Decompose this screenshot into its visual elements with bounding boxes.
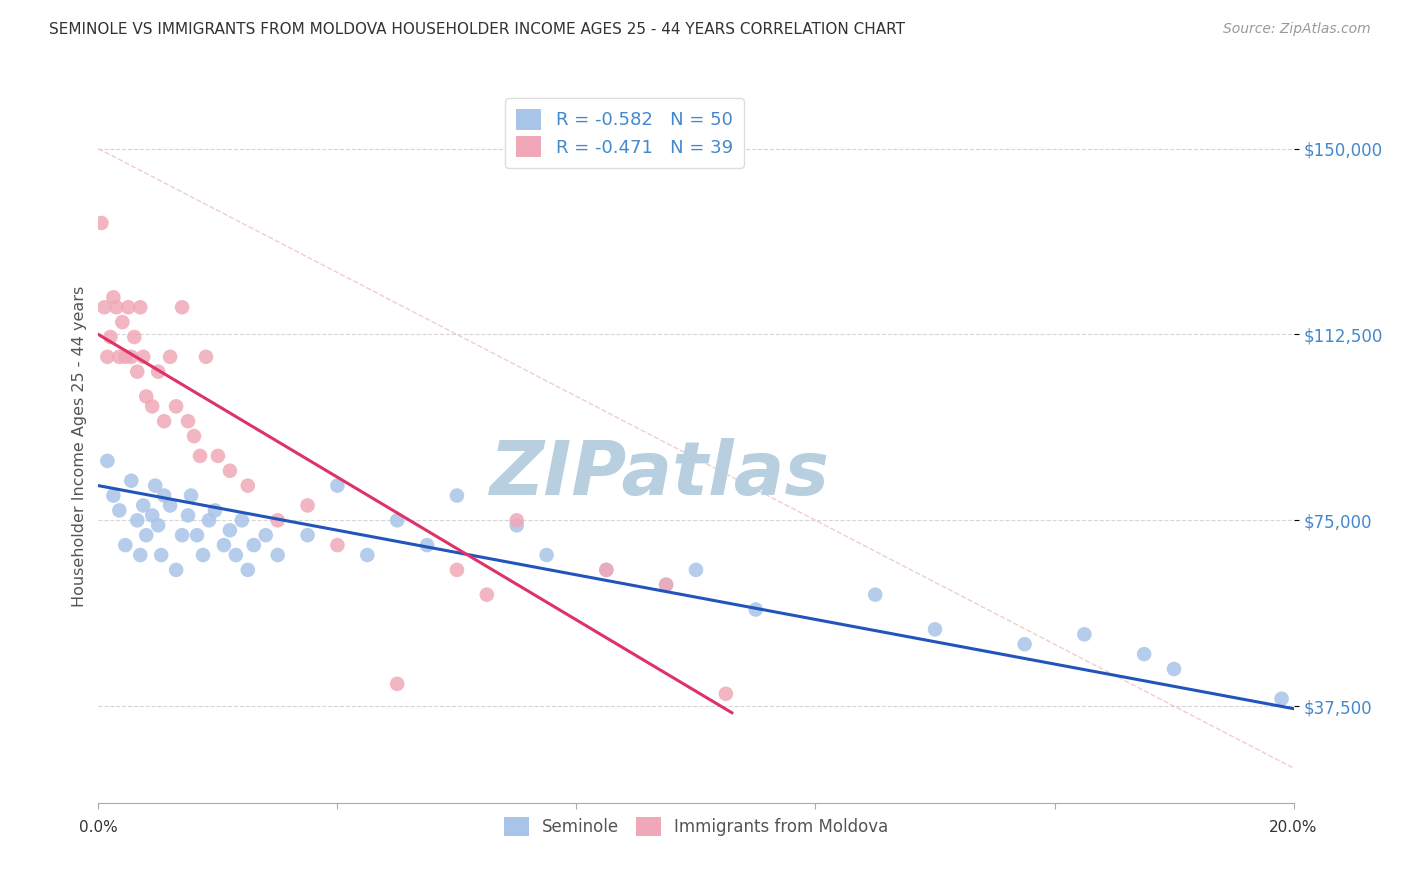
Point	[188, 449, 211, 463]
Point	[267, 513, 290, 527]
Point	[103, 290, 125, 304]
Point	[132, 499, 155, 513]
Point	[236, 478, 259, 492]
Point	[105, 300, 128, 314]
Point	[865, 588, 887, 602]
Point	[183, 429, 205, 443]
Point	[212, 538, 235, 552]
Text: SEMINOLE VS IMMIGRANTS FROM MOLDOVA HOUSEHOLDER INCOME AGES 25 - 44 YEARS CORREL: SEMINOLE VS IMMIGRANTS FROM MOLDOVA HOUS…	[49, 22, 905, 37]
Text: Source: ZipAtlas.com: Source: ZipAtlas.com	[1223, 22, 1371, 37]
Point	[153, 414, 176, 428]
Point	[111, 315, 134, 329]
Point	[96, 454, 118, 468]
Point	[148, 365, 170, 379]
Point	[254, 528, 277, 542]
Point	[595, 563, 617, 577]
Point	[655, 578, 678, 592]
Point	[243, 538, 266, 552]
Point	[132, 350, 155, 364]
Point	[127, 365, 149, 379]
Point	[446, 563, 468, 577]
Point	[141, 508, 163, 523]
Point	[536, 548, 558, 562]
Point	[506, 513, 529, 527]
Point	[225, 548, 247, 562]
Point	[129, 548, 152, 562]
Point	[124, 330, 146, 344]
Point	[159, 350, 181, 364]
Text: ZIPatlas: ZIPatlas	[491, 438, 830, 511]
Point	[108, 503, 131, 517]
Point	[446, 489, 468, 503]
Point	[103, 489, 125, 503]
Point	[90, 216, 112, 230]
Point	[191, 548, 214, 562]
Point	[595, 563, 617, 577]
Point	[231, 513, 253, 527]
Point	[297, 528, 319, 542]
Point	[120, 474, 142, 488]
Point	[714, 687, 737, 701]
Point	[98, 330, 122, 344]
Point	[1014, 637, 1036, 651]
Point	[172, 300, 194, 314]
Point	[186, 528, 208, 542]
Point	[120, 350, 142, 364]
Point	[475, 588, 498, 602]
Point	[108, 350, 131, 364]
Point	[267, 548, 290, 562]
Point	[326, 538, 349, 552]
Point	[195, 350, 218, 364]
Point	[198, 513, 221, 527]
Text: 20.0%: 20.0%	[1270, 820, 1317, 835]
Point	[93, 300, 115, 314]
Point	[153, 489, 176, 503]
Point	[326, 478, 349, 492]
Point	[148, 518, 170, 533]
Point	[207, 449, 229, 463]
Point	[143, 478, 166, 492]
Point	[1133, 647, 1156, 661]
Point	[135, 389, 157, 403]
Point	[924, 623, 946, 637]
Point	[506, 518, 529, 533]
Legend: Seminole, Immigrants from Moldova: Seminole, Immigrants from Moldova	[495, 808, 897, 845]
Point	[177, 414, 200, 428]
Y-axis label: Householder Income Ages 25 - 44 years: Householder Income Ages 25 - 44 years	[72, 285, 87, 607]
Point	[172, 528, 194, 542]
Point	[117, 300, 139, 314]
Point	[141, 400, 163, 414]
Point	[204, 503, 226, 517]
Point	[297, 499, 319, 513]
Point	[135, 528, 157, 542]
Point	[356, 548, 378, 562]
Point	[165, 563, 187, 577]
Point	[416, 538, 439, 552]
Point	[219, 464, 242, 478]
Point	[165, 400, 187, 414]
Point	[236, 563, 259, 577]
Point	[385, 513, 409, 527]
Point	[655, 578, 678, 592]
Point	[1271, 691, 1294, 706]
Point	[114, 538, 136, 552]
Point	[114, 350, 136, 364]
Point	[150, 548, 173, 562]
Point	[1073, 627, 1095, 641]
Point	[219, 523, 242, 537]
Point	[159, 499, 181, 513]
Text: 0.0%: 0.0%	[79, 820, 118, 835]
Point	[385, 677, 409, 691]
Point	[685, 563, 707, 577]
Point	[96, 350, 118, 364]
Point	[127, 513, 149, 527]
Point	[1163, 662, 1185, 676]
Point	[129, 300, 152, 314]
Point	[177, 508, 200, 523]
Point	[745, 602, 768, 616]
Point	[180, 489, 202, 503]
